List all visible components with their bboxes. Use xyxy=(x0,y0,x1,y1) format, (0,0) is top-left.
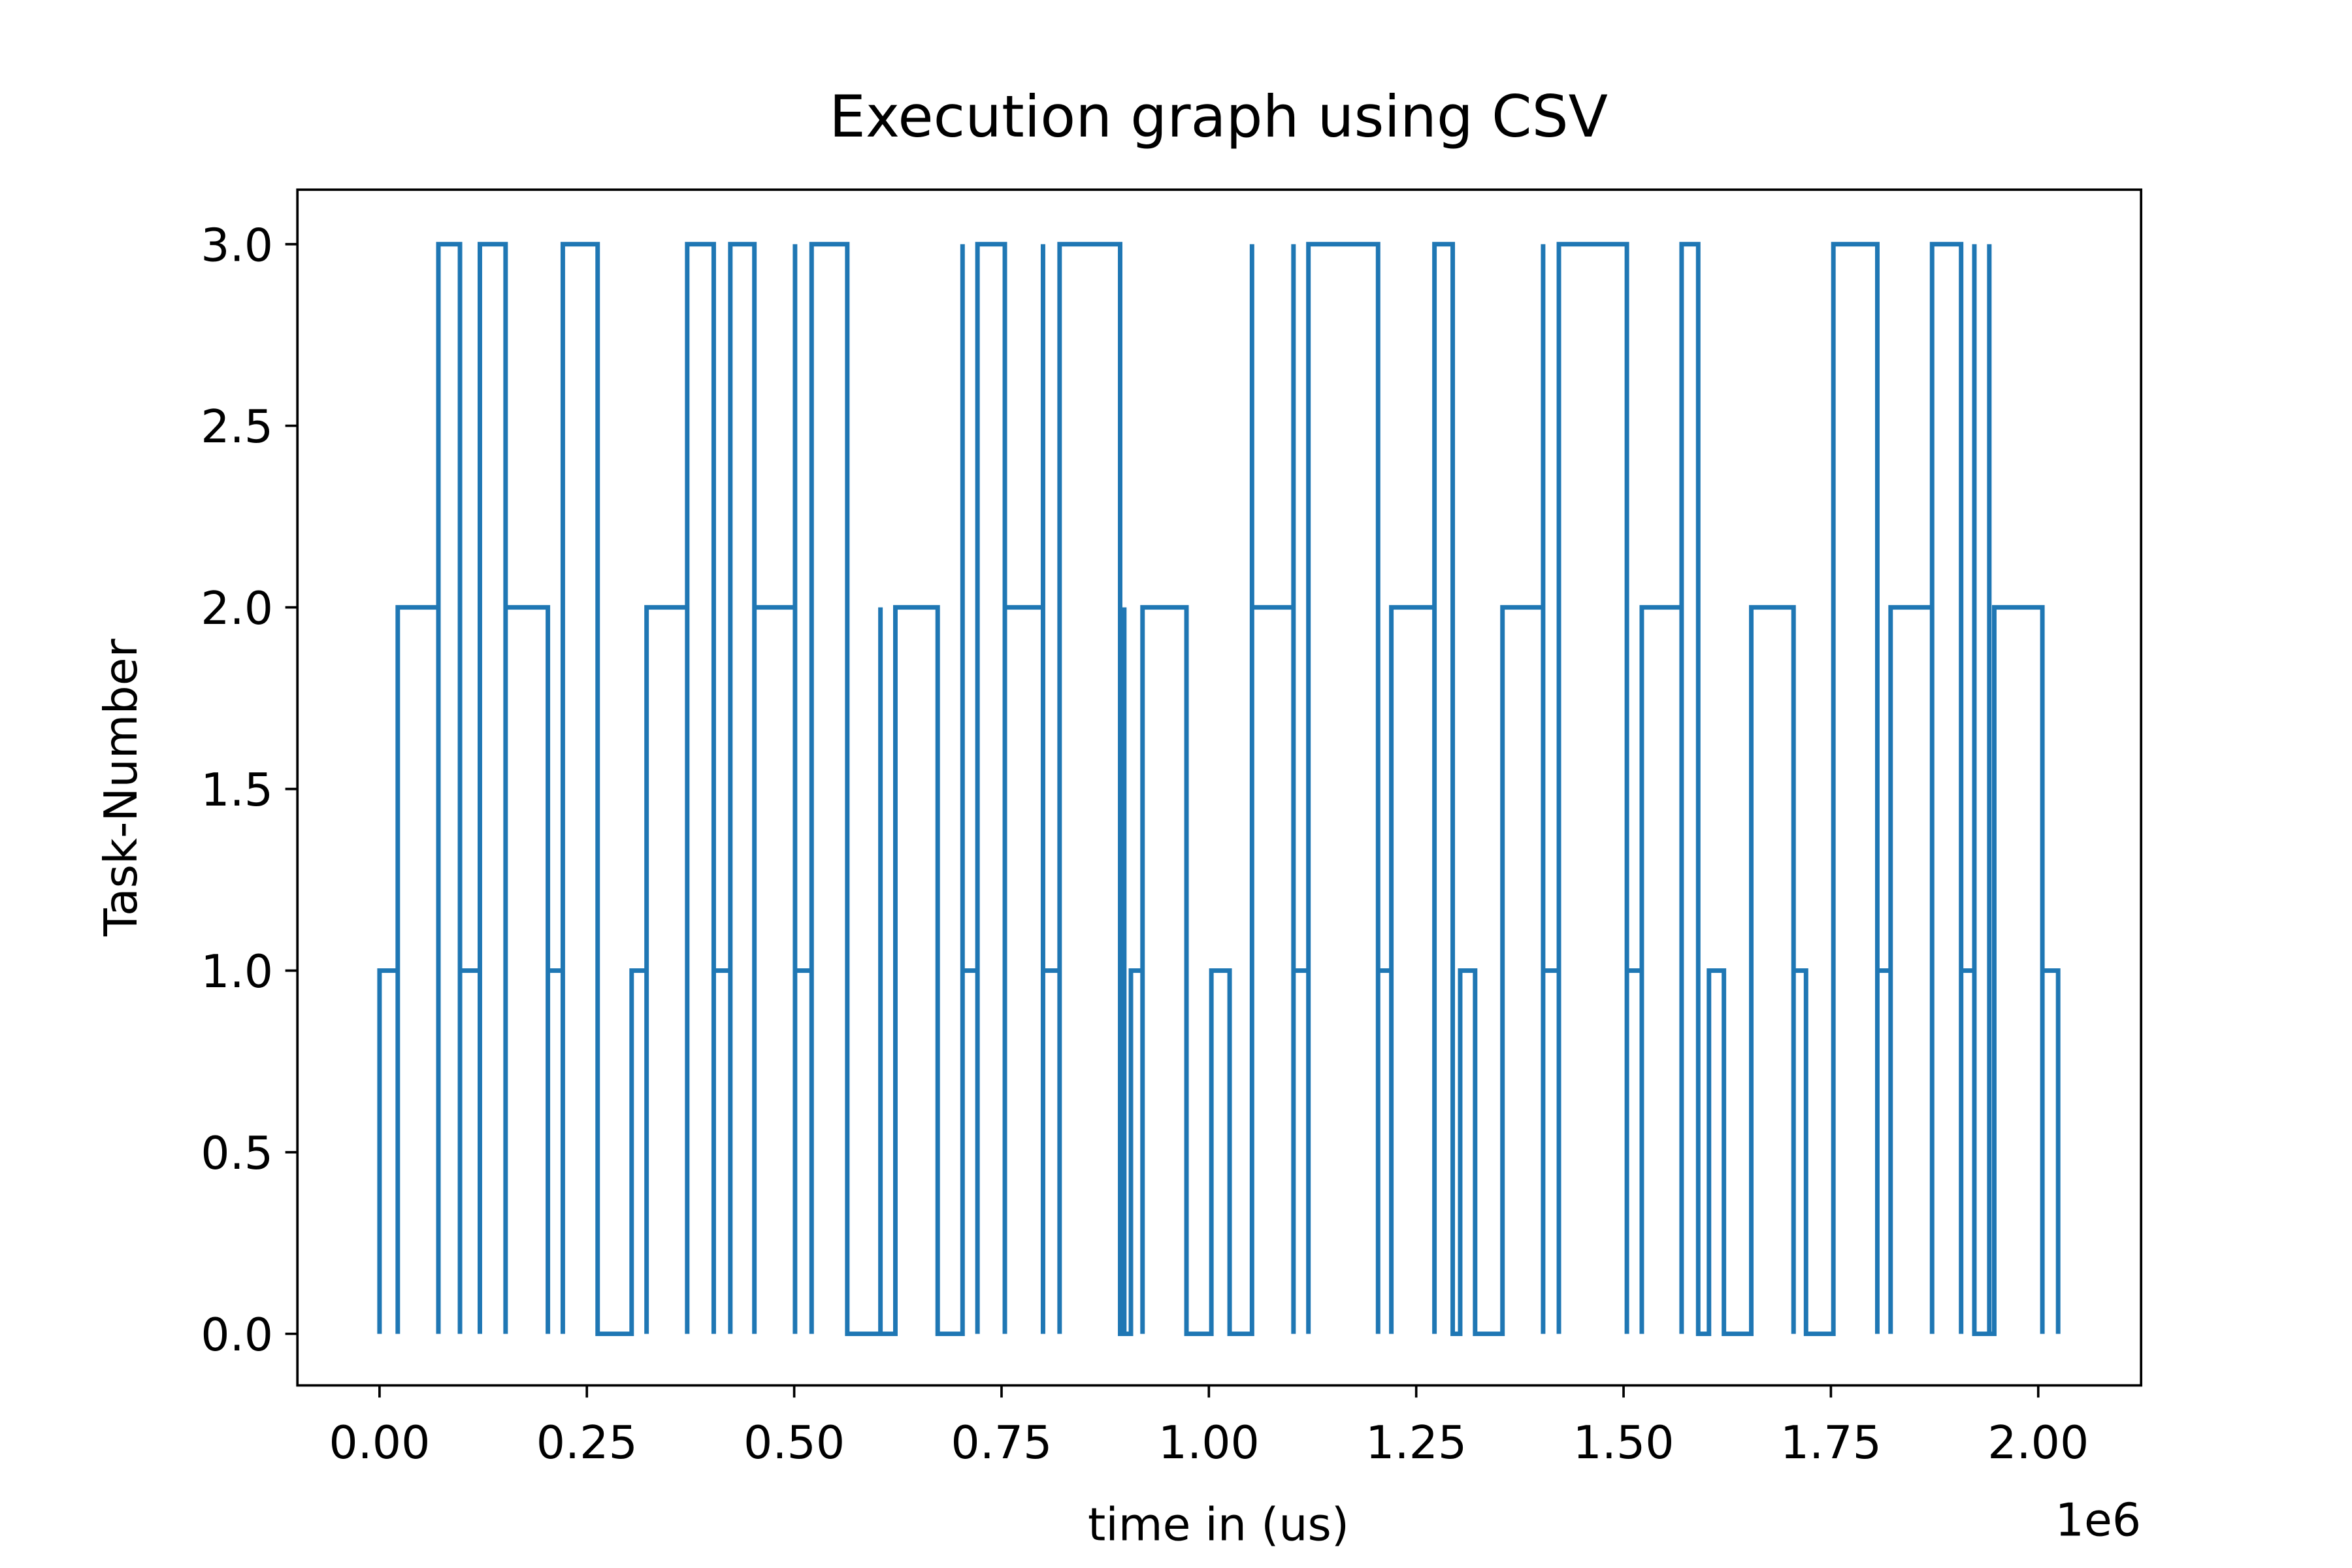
x-tick-label: 1.75 xyxy=(1780,1416,1882,1469)
x-tick-label: 1.50 xyxy=(1573,1416,1674,1469)
x-tick-label: 0.50 xyxy=(743,1416,845,1469)
data-line xyxy=(377,242,2061,1337)
chart-title: Execution graph using CSV xyxy=(829,83,1608,150)
y-axis-label: Task-Number xyxy=(95,638,148,937)
plot-frame xyxy=(296,188,2143,1387)
x-tick-label: 1.00 xyxy=(1158,1416,1260,1469)
y-tick-label: 0.0 xyxy=(201,1309,273,1362)
y-tick-label: 2.0 xyxy=(201,582,273,635)
x-tick-label: 1.25 xyxy=(1365,1416,1467,1469)
y-tick-label: 0.5 xyxy=(201,1127,273,1180)
x-tick-label: 0.00 xyxy=(329,1416,430,1469)
y-tick-label: 1.5 xyxy=(201,764,273,817)
x-tick-label: 2.00 xyxy=(1987,1416,2089,1469)
x-axis-label: time in (us) xyxy=(1088,1498,1349,1551)
y-tick-label: 1.0 xyxy=(201,945,273,998)
y-tick-label: 2.5 xyxy=(201,400,273,453)
y-tick-label: 3.0 xyxy=(201,219,273,272)
x-tick-label: 0.25 xyxy=(536,1416,638,1469)
x-tick-label: 0.75 xyxy=(951,1416,1052,1469)
x-offset-label: 1e6 xyxy=(2055,1494,2142,1546)
